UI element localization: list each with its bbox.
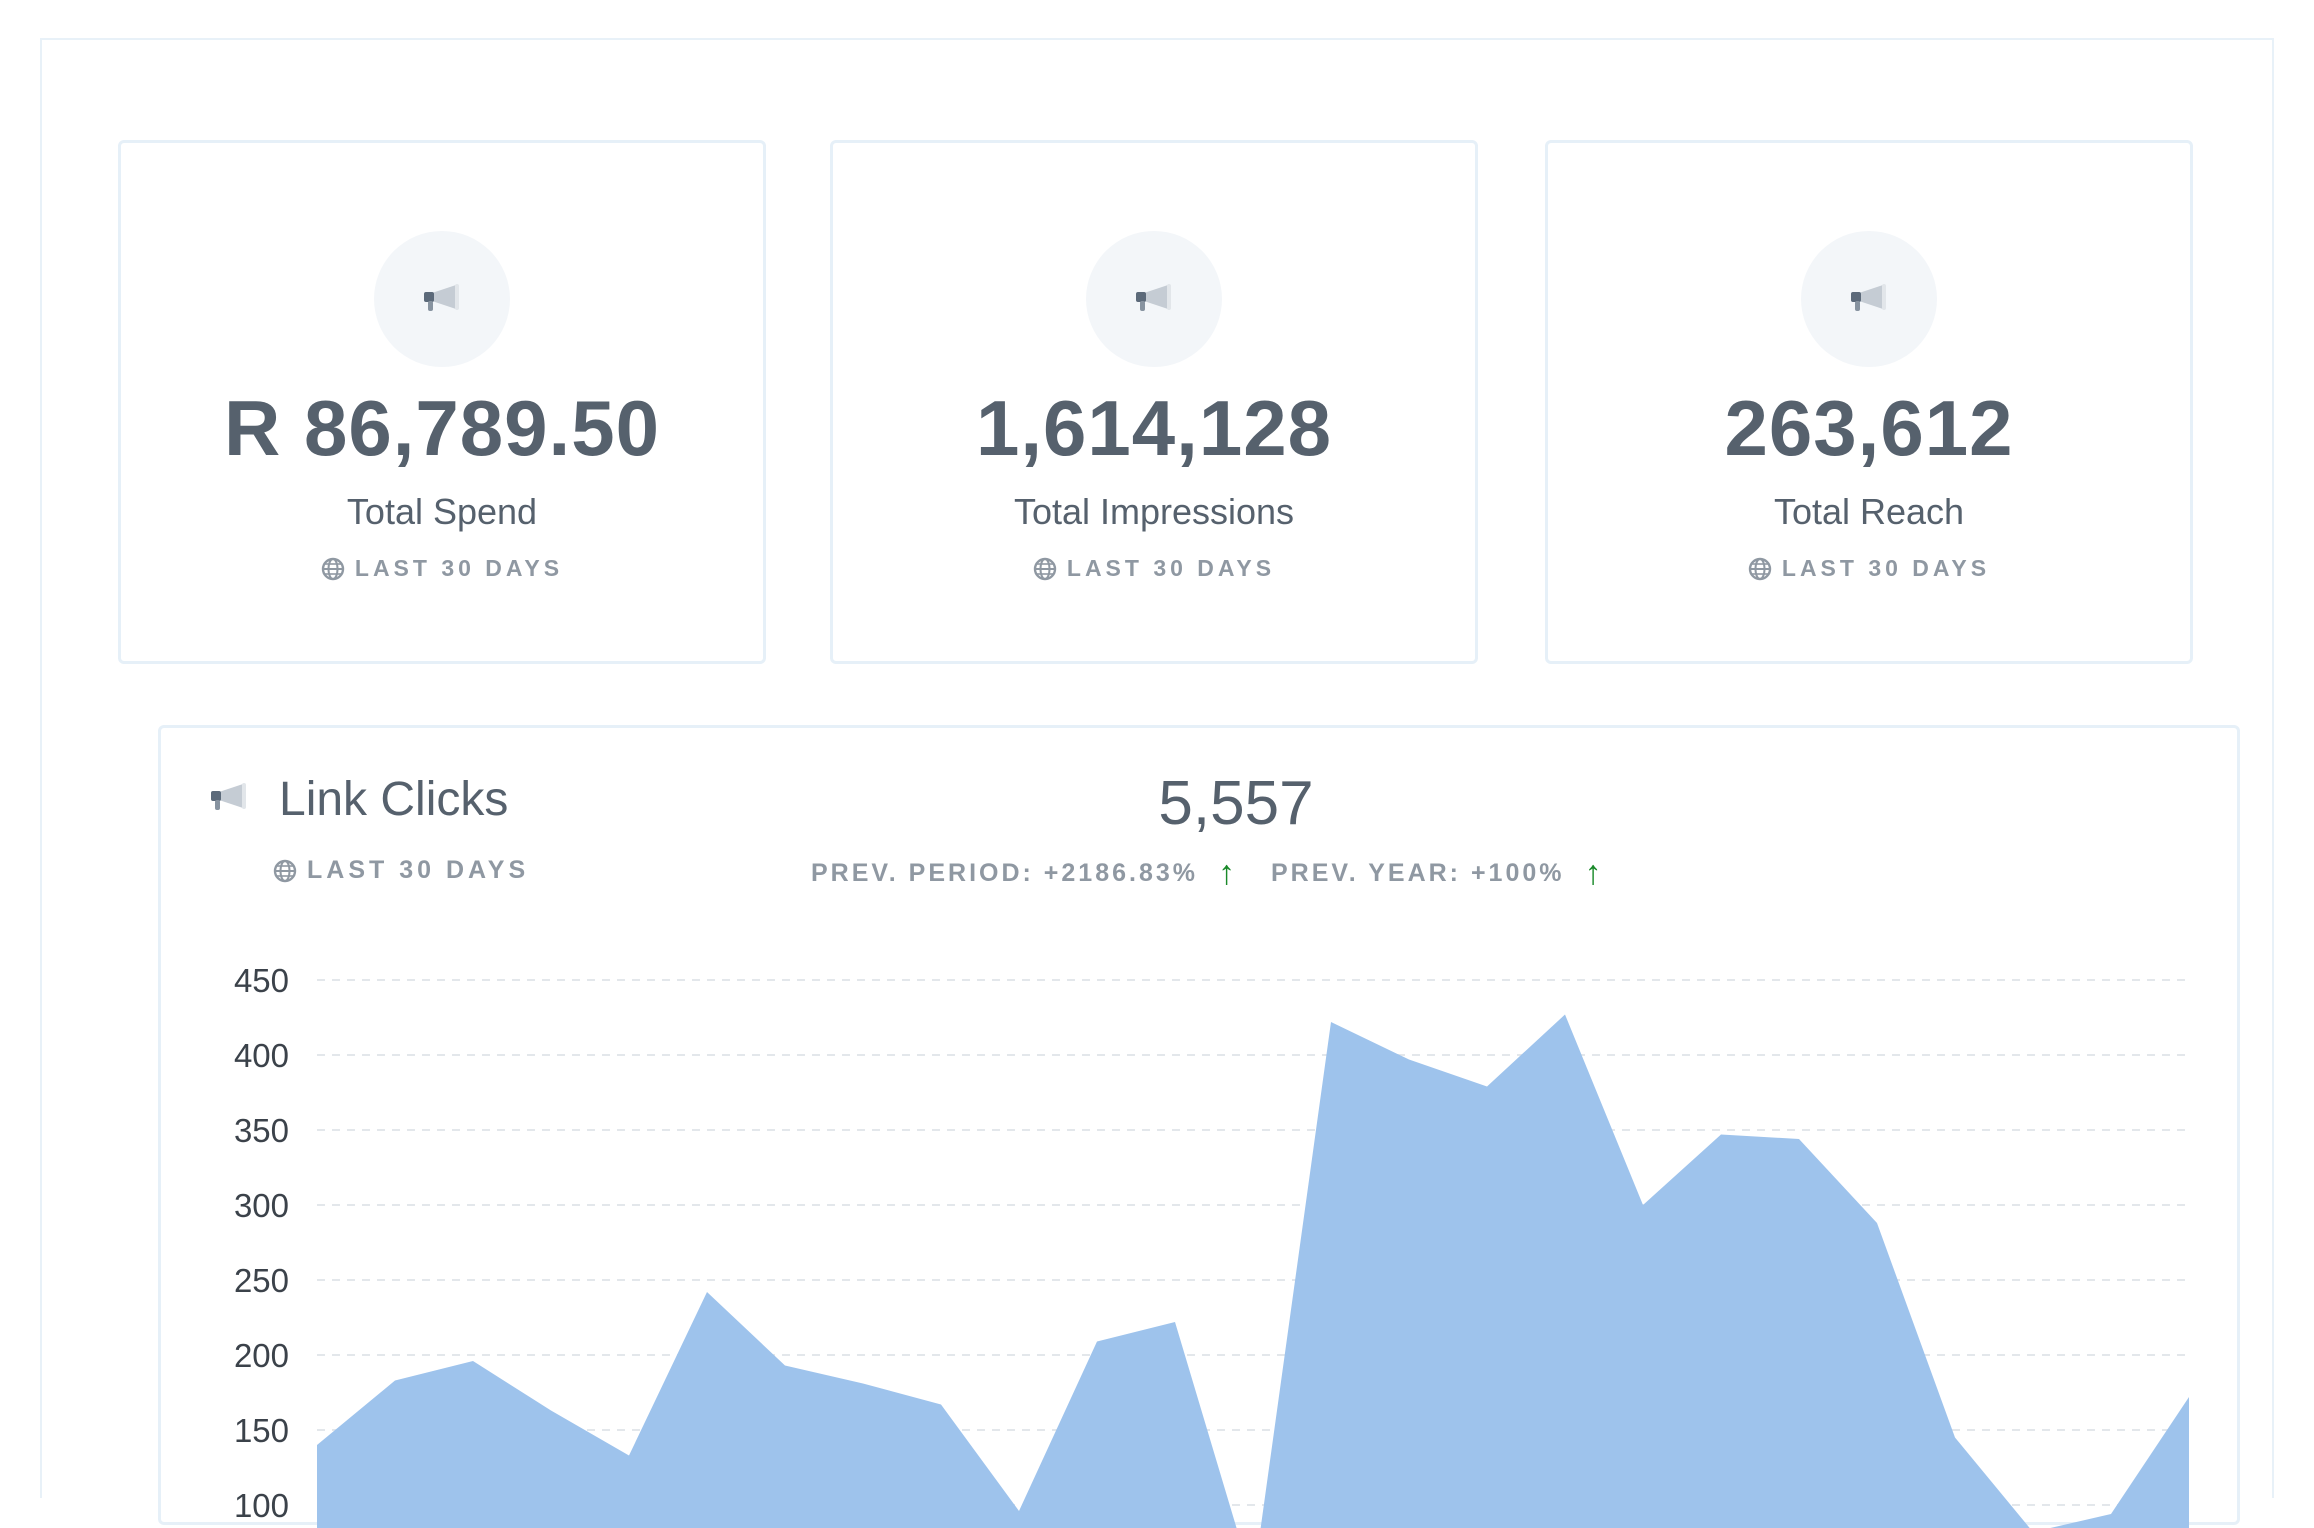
stat-period: LAST 30 DAYS bbox=[833, 555, 1475, 582]
y-tick-label: 400 bbox=[234, 1037, 289, 1074]
globe-icon bbox=[1033, 557, 1057, 581]
y-tick-label: 350 bbox=[234, 1112, 289, 1149]
stat-label: Total Spend bbox=[121, 491, 763, 533]
megaphone-icon bbox=[1845, 279, 1893, 319]
stat-period-label: LAST 30 DAYS bbox=[1782, 555, 1990, 582]
dashboard-panel: R 86,789.50 Total Spend LAST 30 DAYS 1,6… bbox=[40, 38, 2274, 1498]
y-tick-label: 200 bbox=[234, 1337, 289, 1374]
total-spend-card: R 86,789.50 Total Spend LAST 30 DAYS bbox=[118, 140, 766, 664]
y-tick-label: 100 bbox=[234, 1487, 289, 1524]
megaphone-icon-badge bbox=[1086, 231, 1222, 367]
total-reach-card: 263,612 Total Reach LAST 30 DAYS bbox=[1545, 140, 2193, 664]
megaphone-icon bbox=[1130, 279, 1178, 319]
megaphone-icon-badge bbox=[374, 231, 510, 367]
y-tick-label: 300 bbox=[234, 1187, 289, 1224]
stat-period-label: LAST 30 DAYS bbox=[1067, 555, 1275, 582]
globe-icon bbox=[1748, 557, 1772, 581]
stat-period-label: LAST 30 DAYS bbox=[355, 555, 563, 582]
link-clicks-card: Link Clicks LAST 30 DAYS 5,557 PREV. PER… bbox=[158, 725, 2240, 1525]
y-tick-label: 150 bbox=[234, 1412, 289, 1449]
stat-value: 263,612 bbox=[1548, 383, 2190, 474]
stat-period: LAST 30 DAYS bbox=[121, 555, 763, 582]
stat-period: LAST 30 DAYS bbox=[1548, 555, 2190, 582]
stat-value: 1,614,128 bbox=[833, 383, 1475, 474]
link-clicks-area bbox=[317, 1015, 2189, 1528]
link-clicks-chart: 45040035030025020015010050 bbox=[161, 728, 2243, 1528]
y-tick-label: 450 bbox=[234, 962, 289, 999]
stat-label: Total Impressions bbox=[833, 491, 1475, 533]
megaphone-icon-badge bbox=[1801, 231, 1937, 367]
y-tick-label: 250 bbox=[234, 1262, 289, 1299]
stat-label: Total Reach bbox=[1548, 491, 2190, 533]
total-impressions-card: 1,614,128 Total Impressions LAST 30 DAYS bbox=[830, 140, 1478, 664]
stat-value: R 86,789.50 bbox=[121, 383, 763, 474]
megaphone-icon bbox=[418, 279, 466, 319]
globe-icon bbox=[321, 557, 345, 581]
